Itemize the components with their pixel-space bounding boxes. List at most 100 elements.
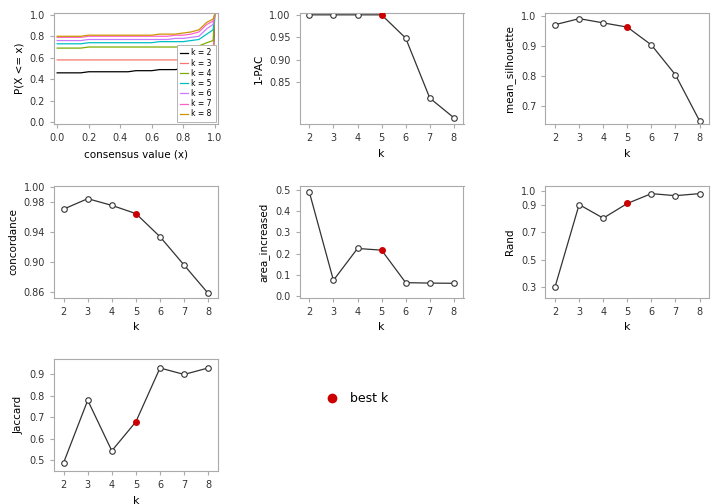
k = 6 <box>179 35 187 41</box>
k = 7 <box>124 33 132 39</box>
k = 2 <box>116 69 125 75</box>
k = 7 <box>53 34 61 40</box>
k = 5 <box>55 41 63 47</box>
k = 4 <box>186 44 195 50</box>
k = 3 <box>68 57 77 63</box>
k = 4 <box>171 44 179 50</box>
k = 4 <box>100 44 109 50</box>
k = 8 <box>210 12 219 18</box>
k = 7 <box>100 33 109 39</box>
k = 3 <box>116 57 125 63</box>
k = 5 <box>116 40 125 46</box>
k = 8 <box>140 32 148 38</box>
k = 3 <box>60 57 69 63</box>
k = 3 <box>84 57 93 63</box>
k = 2 <box>55 70 63 76</box>
k = 4 <box>108 44 117 50</box>
k = 4 <box>148 44 156 50</box>
k = 2 <box>108 69 117 75</box>
k = 8 <box>53 33 61 39</box>
k = 3 <box>92 57 101 63</box>
X-axis label: consensus value (x): consensus value (x) <box>84 149 188 159</box>
k = 8 <box>179 30 187 36</box>
k = 8 <box>156 31 164 37</box>
k = 7 <box>171 32 179 38</box>
Line: k = 2: k = 2 <box>57 15 215 73</box>
k = 5 <box>53 41 61 47</box>
k = 2 <box>140 68 148 74</box>
k = 5 <box>100 40 109 46</box>
k = 2 <box>100 69 109 75</box>
k = 2 <box>68 70 77 76</box>
k = 6 <box>132 36 140 42</box>
k = 5 <box>84 40 93 46</box>
k = 5 <box>209 27 217 33</box>
k = 8 <box>116 32 125 38</box>
Y-axis label: P(X <= x): P(X <= x) <box>14 43 24 94</box>
k = 3 <box>186 57 195 63</box>
k = 7 <box>108 33 117 39</box>
k = 6 <box>100 36 109 42</box>
k = 8 <box>209 16 217 22</box>
k = 2 <box>124 69 132 75</box>
k = 2 <box>60 70 69 76</box>
k = 5 <box>60 41 69 47</box>
X-axis label: k: k <box>132 496 139 504</box>
k = 3 <box>156 57 164 63</box>
X-axis label: k: k <box>132 323 139 333</box>
k = 5 <box>163 39 171 45</box>
Line: k = 8: k = 8 <box>57 15 215 36</box>
k = 6 <box>76 37 85 43</box>
k = 4 <box>84 44 93 50</box>
k = 5 <box>124 40 132 46</box>
X-axis label: k: k <box>624 149 631 159</box>
Y-axis label: area_increased: area_increased <box>258 202 270 282</box>
k = 5 <box>210 12 219 18</box>
Y-axis label: Rand: Rand <box>505 229 516 255</box>
k = 7 <box>179 32 187 38</box>
k = 2 <box>179 66 187 72</box>
k = 4 <box>60 45 69 51</box>
k = 6 <box>124 36 132 42</box>
k = 4 <box>209 37 217 43</box>
k = 7 <box>210 12 219 18</box>
k = 2 <box>202 62 211 69</box>
k = 6 <box>163 36 171 42</box>
k = 7 <box>202 21 211 27</box>
k = 3 <box>124 57 132 63</box>
k = 2 <box>194 65 203 71</box>
Line: k = 7: k = 7 <box>57 15 215 37</box>
k = 4 <box>179 44 187 50</box>
k = 2 <box>156 67 164 73</box>
k = 2 <box>84 69 93 75</box>
k = 6 <box>140 36 148 42</box>
k = 6 <box>55 37 63 43</box>
k = 2 <box>148 68 156 74</box>
k = 2 <box>163 67 171 73</box>
k = 5 <box>186 37 195 43</box>
k = 5 <box>108 40 117 46</box>
X-axis label: k: k <box>378 149 385 159</box>
k = 2 <box>132 68 140 74</box>
k = 2 <box>76 70 85 76</box>
k = 3 <box>171 57 179 63</box>
k = 8 <box>163 31 171 37</box>
k = 8 <box>92 32 101 38</box>
k = 3 <box>179 57 187 63</box>
k = 6 <box>186 34 195 40</box>
k = 6 <box>148 36 156 42</box>
k = 7 <box>209 18 217 24</box>
k = 3 <box>140 57 148 63</box>
k = 4 <box>116 44 125 50</box>
k = 8 <box>194 27 203 33</box>
k = 3 <box>148 57 156 63</box>
k = 3 <box>202 55 211 61</box>
k = 4 <box>156 44 164 50</box>
k = 4 <box>124 44 132 50</box>
k = 8 <box>84 32 93 38</box>
k = 4 <box>55 45 63 51</box>
k = 7 <box>55 34 63 40</box>
k = 7 <box>92 33 101 39</box>
k = 7 <box>60 34 69 40</box>
k = 5 <box>68 41 77 47</box>
